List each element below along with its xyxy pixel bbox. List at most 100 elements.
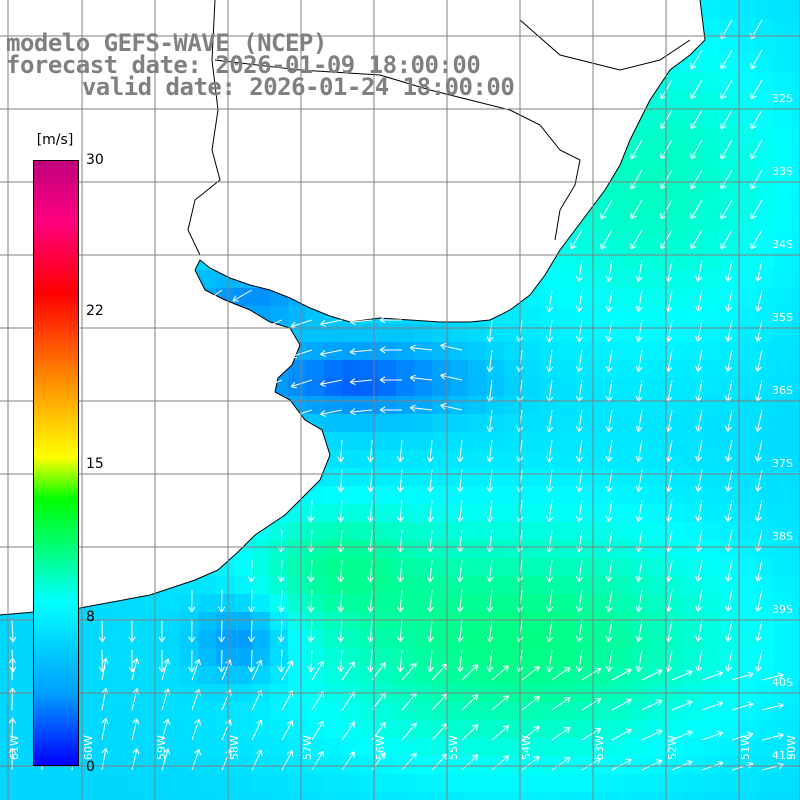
field-cell [774,450,792,468]
wind-arrow [158,619,166,643]
field-cell [306,630,324,648]
field-cell [756,576,774,594]
field-cell [702,306,720,324]
field-cell [774,0,792,18]
field-cell [774,108,792,126]
wind-arrow [635,319,643,343]
field-cell [630,234,648,252]
latitude-label: 40S [772,676,793,689]
field-cell [612,198,630,216]
wind-arrow [191,718,201,741]
field-cell [450,414,468,432]
wind-arrow [671,700,693,711]
field-cell [702,702,720,720]
wind-arrow [720,169,733,190]
wind-arrow [731,671,754,681]
field-cell [756,288,774,306]
field-cell [738,630,756,648]
field-cell [702,504,720,522]
field-cell [540,648,558,666]
field-cell [468,648,486,666]
field-cell [342,522,360,540]
forecast-date: forecast date: 2026-01-09 18:00:00 [6,51,481,79]
field-cell [324,432,342,450]
field-cell [342,576,360,594]
wind-arrow [605,259,613,283]
field-cell [576,576,594,594]
field-cell [306,612,324,630]
field-cell [594,234,612,252]
wind-arrow [486,649,494,673]
field-cell [702,792,720,804]
field-cell [630,162,648,180]
field-cell [126,666,144,684]
field-cell [720,288,738,306]
field-cell [612,432,630,450]
wind-arrow [491,695,510,711]
field-cell [630,288,648,306]
field-cell [630,414,648,432]
field-cell [738,360,756,378]
field-cell [18,648,36,666]
field-cell [666,90,684,108]
field-cell [90,702,108,720]
field-cell [360,558,378,576]
field-cell [450,558,468,576]
wind-arrow [546,499,554,523]
field-cell [774,630,792,648]
field-cell [684,720,702,738]
field-cell [738,306,756,324]
field-cell [270,522,288,540]
field-cell [738,396,756,414]
wind-arrow [575,409,583,433]
field-cell [702,288,720,306]
field-cell [270,648,288,666]
wind-arrow [486,559,494,583]
field-cell [684,234,702,252]
wind-arrow [401,662,417,681]
field-cell [684,576,702,594]
field-cell [504,576,522,594]
field-cell [756,36,774,54]
field-cell [432,450,450,468]
field-cell [522,702,540,720]
wind-arrow [320,409,343,417]
field-cell [486,792,504,804]
field-cell [630,612,648,630]
field-cell [666,108,684,126]
field-cell [216,756,234,774]
field-cell [648,126,666,144]
field-cell [756,234,774,252]
wind-arrow [690,79,703,100]
field-cell [252,594,270,612]
field-cell [558,414,576,432]
field-cell [324,666,342,684]
field-cell [684,468,702,486]
field-cell [18,756,36,774]
field-cell [720,144,738,162]
field-cell [414,666,432,684]
wind-arrow [277,619,285,643]
field-cell [558,360,576,378]
wind-arrow [575,619,583,643]
field-cell [684,414,702,432]
field-cell [738,540,756,558]
wind-arrow [725,439,733,462]
land-north [0,0,705,615]
field-cell [756,792,774,804]
field-cell [648,270,666,288]
field-cell [612,306,630,324]
field-cell [702,450,720,468]
field-cell [522,486,540,504]
field-cell [666,378,684,396]
field-cell [324,504,342,522]
field-cell [396,360,414,378]
field-cell [792,558,800,576]
field-cell [306,648,324,666]
field-cell [90,666,108,684]
wind-arrow [695,619,703,642]
field-cell [144,666,162,684]
field-cell [702,738,720,756]
wind-arrow [546,559,554,583]
